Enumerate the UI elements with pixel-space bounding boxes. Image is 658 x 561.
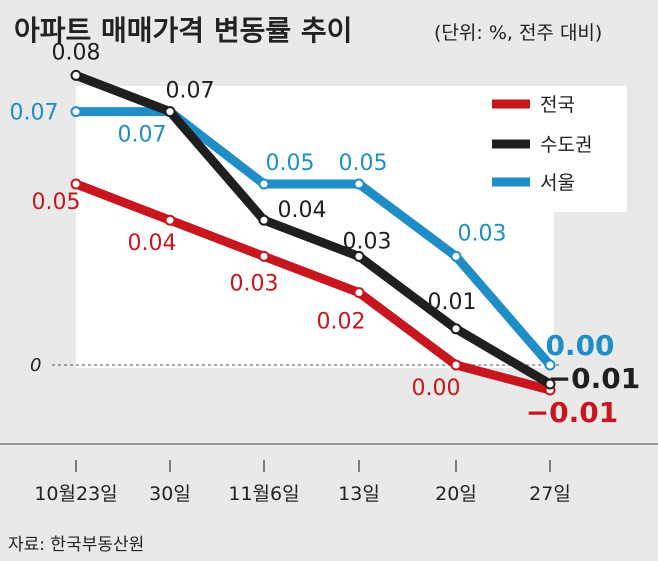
data-label: 0.03 bbox=[458, 221, 507, 246]
x-axis-ticks: 10월23일 30일 11월6일 13일 20일 27일 bbox=[34, 460, 571, 505]
series-line bbox=[71, 70, 555, 389]
data-point bbox=[70, 106, 82, 118]
x-tick-label: 20일 bbox=[435, 483, 477, 505]
data-label: 0.04 bbox=[278, 198, 327, 223]
data-point bbox=[353, 178, 365, 190]
x-tick-label: 30일 bbox=[149, 483, 191, 505]
data-label: 0.07 bbox=[166, 79, 215, 104]
series-line bbox=[71, 179, 555, 395]
x-tick-label: 27일 bbox=[529, 483, 571, 505]
data-labels: 0.050.040.030.020.00−0.010.080.070.040.0… bbox=[10, 40, 641, 429]
data-point bbox=[544, 378, 556, 390]
data-label: 0.00 bbox=[412, 376, 461, 401]
data-label: 0.07 bbox=[118, 123, 167, 148]
data-label: 0.05 bbox=[339, 151, 388, 176]
data-label: −0.01 bbox=[548, 362, 641, 395]
x-tick-label: 10월23일 bbox=[34, 483, 117, 505]
legend-label: 서울 bbox=[540, 172, 575, 194]
data-label: 0.05 bbox=[266, 151, 315, 176]
data-point bbox=[353, 287, 365, 299]
data-point bbox=[450, 323, 462, 335]
source-note: 자료: 한국부동산원 bbox=[8, 535, 144, 555]
data-point bbox=[164, 106, 176, 118]
data-label: 0.08 bbox=[52, 40, 101, 65]
data-point bbox=[258, 250, 270, 262]
data-point bbox=[258, 178, 270, 190]
chart-title: 아파트 매매가격 변동률 추이 bbox=[14, 14, 352, 47]
data-label: 0.01 bbox=[428, 290, 477, 315]
data-point bbox=[544, 359, 556, 371]
data-point bbox=[353, 250, 365, 262]
plot-area bbox=[76, 86, 554, 368]
data-point bbox=[70, 69, 82, 81]
data-label: 0.02 bbox=[317, 310, 366, 335]
x-tick-label: 11월6일 bbox=[228, 483, 299, 505]
legend-label: 수도권 bbox=[540, 134, 592, 156]
data-point bbox=[164, 214, 176, 226]
data-label: 0.07 bbox=[10, 101, 59, 126]
data-label: 0.04 bbox=[128, 231, 177, 256]
series-line bbox=[71, 107, 555, 370]
data-label: −0.01 bbox=[526, 396, 619, 429]
x-tick-label: 13일 bbox=[338, 483, 380, 505]
data-point bbox=[450, 250, 462, 262]
unit-note: (단위: %, 전주 대비) bbox=[434, 22, 602, 44]
data-label: 0.03 bbox=[343, 229, 392, 254]
data-point bbox=[450, 359, 462, 371]
data-label: 0.03 bbox=[230, 271, 279, 296]
zero-label: 0 bbox=[30, 355, 41, 376]
data-point bbox=[258, 214, 270, 226]
legend-label: 전국 bbox=[540, 94, 575, 116]
data-label: 0.00 bbox=[545, 329, 614, 362]
data-point bbox=[70, 178, 82, 190]
series-lines bbox=[70, 69, 556, 396]
data-label: 0.05 bbox=[32, 190, 81, 215]
